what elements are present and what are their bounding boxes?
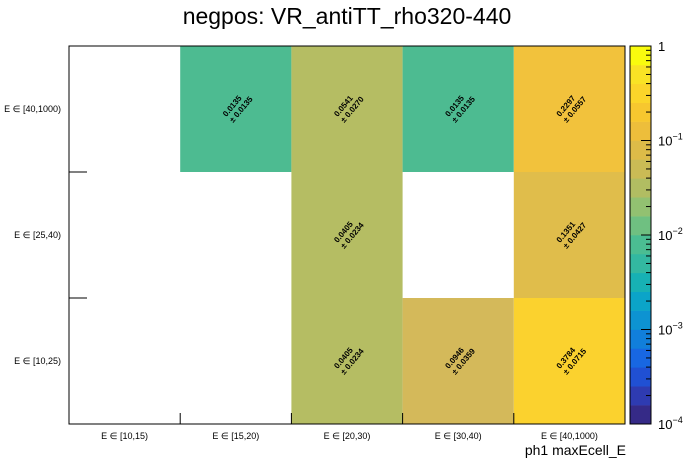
palette-tick-label: 10−1 xyxy=(658,132,683,149)
palette-swatch xyxy=(630,367,651,387)
heatmap-cell xyxy=(513,172,625,298)
palette-swatch xyxy=(630,83,651,103)
palette-swatch xyxy=(630,272,651,292)
palette-tick-base: 10 xyxy=(658,417,672,432)
x-tick-label: E ∈ [40,1000) xyxy=(541,431,598,441)
x-tick-label: E ∈ [10,15) xyxy=(101,431,148,441)
x-axis-title: ph1 maxEcell_E xyxy=(525,442,626,458)
palette-tick-base: 10 xyxy=(658,228,672,243)
y-tick-label: E ∈ [10,25) xyxy=(14,356,61,366)
palette-swatch xyxy=(630,405,651,425)
palette-tick-base: 1 xyxy=(658,39,665,54)
palette-tick-base: 10 xyxy=(658,134,672,149)
palette-swatch xyxy=(630,197,651,217)
palette-swatch xyxy=(630,310,651,330)
heatmap-cells: 0.0135± 0.0135 0.0541± 0.0270 0.0135± 0.01… xyxy=(180,46,625,424)
x-tick-label: E ∈ [15,20) xyxy=(212,431,259,441)
palette-tick-exponent: −3 xyxy=(672,321,682,331)
palette-swatch xyxy=(630,121,651,141)
chart-title: negpos: VR_antiTT_rho320-440 xyxy=(183,3,512,29)
palette-tick-base: 10 xyxy=(658,323,672,338)
palette-swatch xyxy=(630,178,651,198)
plot-frame xyxy=(68,45,626,425)
y-tick-label: E ∈ [40,1000) xyxy=(4,104,61,114)
heatmap-cell xyxy=(291,172,403,298)
palette-swatch xyxy=(630,159,651,179)
palette-tick-label: 1 xyxy=(658,39,665,54)
palette-swatch xyxy=(630,216,651,236)
y-tick-label: E ∈ [25,40) xyxy=(14,230,61,240)
palette-swatch xyxy=(630,386,651,406)
heatmap-cell xyxy=(180,46,292,172)
palette-tick-exponent: −1 xyxy=(672,132,682,142)
x-tick-label: E ∈ [20,30) xyxy=(324,431,371,441)
palette-swatch xyxy=(630,64,651,85)
heatmap-cell xyxy=(402,298,514,424)
x-tick-label: E ∈ [30,40) xyxy=(435,431,482,441)
heatmap-cell xyxy=(513,298,625,424)
palette-swatch xyxy=(630,235,651,255)
palette-swatch xyxy=(630,291,651,311)
palette-tick-label: 10−4 xyxy=(658,415,683,432)
palette-tick-label: 10−2 xyxy=(658,226,683,243)
palette-tick-exponent: −2 xyxy=(672,226,682,236)
palette-swatch xyxy=(630,253,651,274)
palette-swatch xyxy=(630,102,651,122)
heatmap-cell xyxy=(291,298,403,424)
palette-swatch xyxy=(630,46,651,66)
palette-swatch xyxy=(630,329,651,349)
palette-tick-exponent: −4 xyxy=(672,415,682,425)
heatmap-cell xyxy=(291,46,403,172)
palette-swatch xyxy=(630,348,651,368)
color-palette: 110−110−210−310−4 xyxy=(629,39,683,432)
heatmap-cell xyxy=(402,46,514,172)
heatmap-cell xyxy=(513,46,625,172)
palette-tick-label: 10−3 xyxy=(658,321,683,338)
axis-ticks: E ∈ [10,15) E ∈ [15,20) E ∈ [20,30) E ∈ [30… xyxy=(4,45,626,441)
palette-swatch xyxy=(630,140,651,160)
